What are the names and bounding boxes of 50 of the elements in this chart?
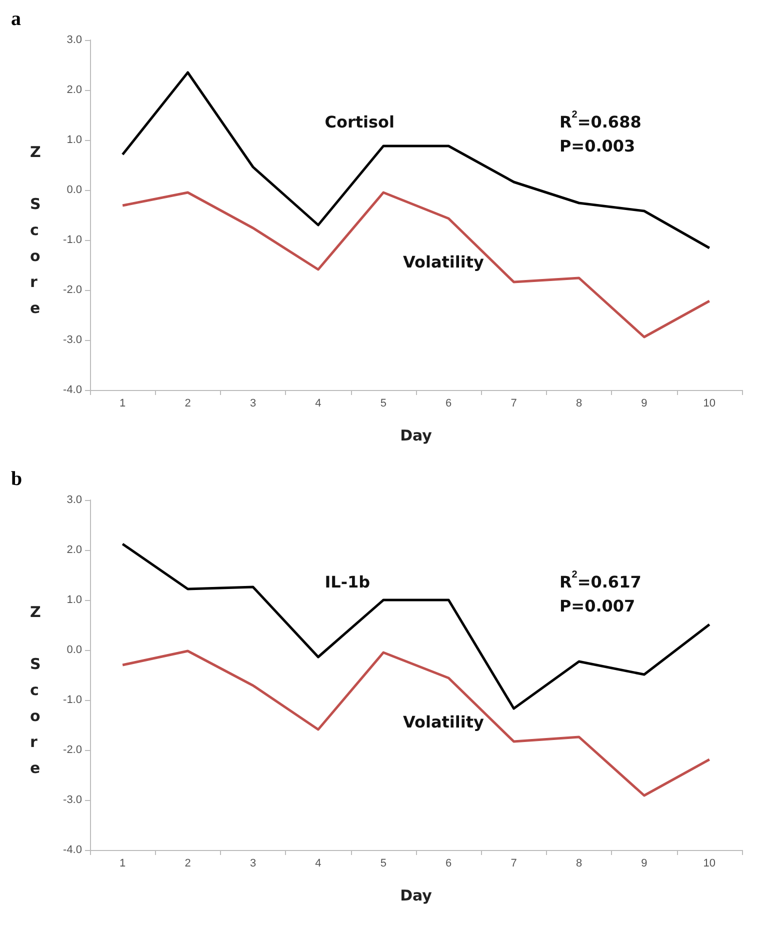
y-tick-label: -2.0 [63, 284, 82, 296]
line-series [121, 191, 711, 338]
y-tick-label: 2.0 [66, 544, 82, 556]
y-tick-label: -4.0 [63, 384, 82, 396]
y-tick-label: 0.0 [66, 644, 82, 656]
text: Z Score [30, 143, 41, 317]
x-tick-label: 7 [510, 398, 517, 410]
y-tick-label: -1.0 [63, 234, 82, 246]
x-tick-label: 4 [315, 858, 322, 870]
x-tick-label: 6 [446, 858, 452, 870]
y-tick-label: -2.0 [63, 744, 82, 756]
line-series [121, 650, 711, 797]
x-tick-label: 8 [576, 858, 582, 870]
x-tick-label: 3 [250, 398, 256, 410]
chart-title: b [11, 468, 22, 490]
chart-title: a [11, 8, 21, 30]
y-tick-label: 3.0 [66, 494, 82, 506]
y-tick-label: -4.0 [63, 844, 82, 856]
y-tick-label: 0.0 [66, 184, 82, 196]
x-tick-label: 3 [250, 858, 256, 870]
y-tick-label: 2.0 [66, 84, 82, 96]
x-tick-label: 1 [120, 398, 126, 410]
x-tick-label: 1 [120, 858, 126, 870]
y-tick-label: 1.0 [66, 594, 82, 606]
x-axis-title: Day [400, 426, 432, 444]
x-tick-label: 5 [380, 398, 386, 410]
x-tick-label: 5 [380, 858, 386, 870]
line-series [121, 542, 711, 710]
y-tick-label: 1.0 [66, 134, 82, 146]
y-tick-label: -1.0 [63, 694, 82, 706]
line-series [121, 71, 711, 250]
x-tick-label: 10 [703, 858, 716, 870]
x-tick-label: 2 [184, 398, 191, 410]
annotation: IL-1b [324, 572, 370, 592]
x-tick-label: 2 [184, 858, 191, 870]
x-tick-label: 4 [315, 398, 322, 410]
annotation: Volatility [402, 252, 484, 272]
annotation: Cortisol [324, 112, 394, 132]
x-tick-label: 9 [641, 398, 648, 410]
text: Z Score [30, 603, 41, 777]
x-tick-label: 6 [446, 398, 452, 410]
x-tick-label: 8 [576, 398, 582, 410]
x-tick-label: 7 [510, 858, 517, 870]
x-axis-title: Day [400, 886, 432, 904]
annotation: Volatility [402, 712, 484, 732]
x-tick-label: 10 [703, 398, 716, 410]
y-tick-label: -3.0 [63, 794, 82, 806]
y-tick-label: -3.0 [63, 334, 82, 346]
x-tick-label: 9 [641, 858, 648, 870]
y-tick-label: 3.0 [66, 34, 82, 46]
